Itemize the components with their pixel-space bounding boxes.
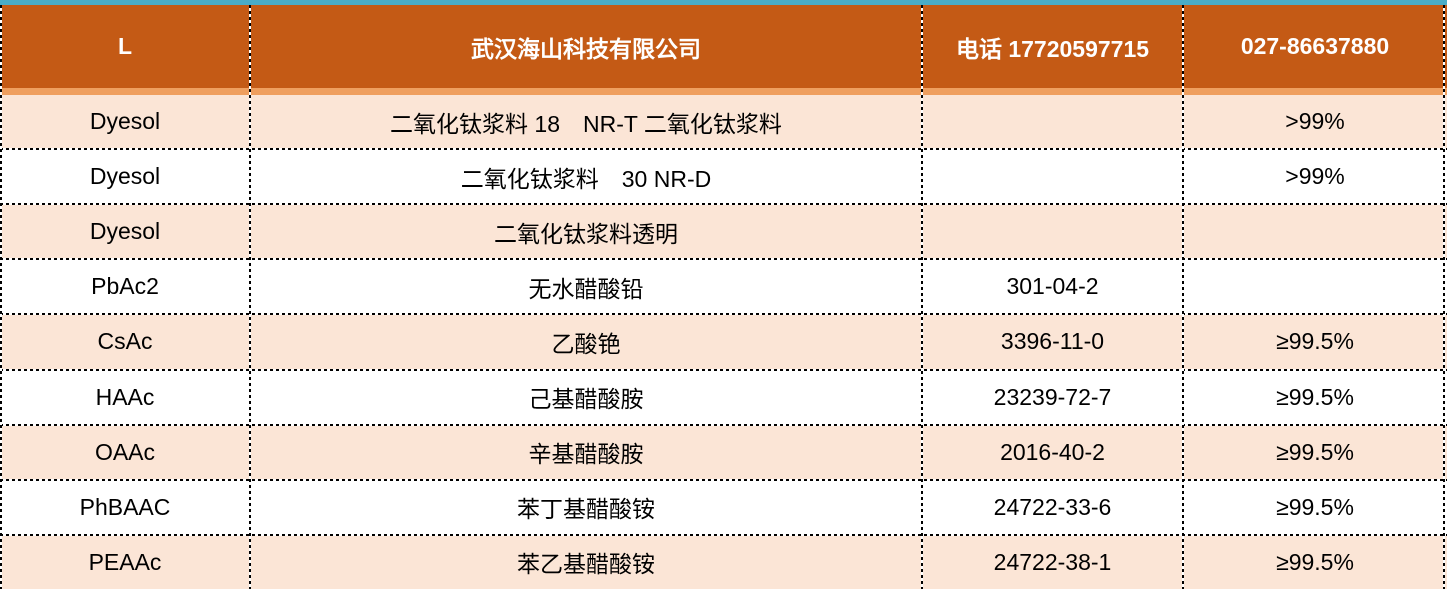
cell-product-name: 乙酸铯 xyxy=(551,330,621,357)
row-divider xyxy=(0,258,1447,261)
row-divider xyxy=(0,533,1447,536)
cell-code: CsAc xyxy=(97,328,153,355)
table-row: Dyesol 二氧化钛浆料 30 NR-D >99% xyxy=(0,150,1447,204)
header-cell-company-name: 武汉海山科技有限公司 xyxy=(471,35,701,62)
top-accent-bar xyxy=(0,0,1447,5)
table-row: PbAc2 无水醋酸铅 301-04-2 xyxy=(0,260,1447,314)
cell-code: PhBAAC xyxy=(79,493,171,520)
table-row: CsAc 乙酸铯 3396-11-0 ≥99.5% xyxy=(0,315,1447,369)
table-row: Dyesol 二氧化钛浆料透明 xyxy=(0,205,1447,259)
cell-purity: ≥99.5% xyxy=(1276,438,1354,465)
row-divider xyxy=(0,368,1447,371)
header-bottom-accent-bar xyxy=(0,88,1447,95)
cell-code: PbAc2 xyxy=(91,273,159,300)
header-cell-code: L xyxy=(117,33,133,59)
header-cell-phone: 电话 17720597715 xyxy=(955,35,1150,62)
cell-product-name: 苯乙基醋酸铵 xyxy=(517,551,655,578)
cell-purity: ≥99.5% xyxy=(1276,493,1354,520)
cell-cas-number: 23239-72-7 xyxy=(993,383,1112,410)
column-divider xyxy=(921,5,923,589)
cell-purity: ≥99.5% xyxy=(1276,328,1354,355)
cell-cas-number: 3396-11-0 xyxy=(1000,328,1105,355)
cell-product-name: 二氧化钛浆料透明 xyxy=(494,220,678,247)
row-divider xyxy=(0,313,1447,316)
table-left-border xyxy=(0,5,2,589)
row-divider xyxy=(0,148,1447,151)
cell-product-name: 二氧化钛浆料 18 NR-T 二氧化钛浆料 xyxy=(390,110,782,137)
row-divider xyxy=(0,478,1447,481)
cell-purity: >99% xyxy=(1285,163,1345,190)
cell-code: Dyesol xyxy=(89,163,161,190)
table-right-border xyxy=(1443,5,1445,589)
cell-purity: >99% xyxy=(1285,108,1345,135)
table-row: Dyesol 二氧化钛浆料 18 NR-T 二氧化钛浆料 >99% xyxy=(0,95,1447,149)
cell-code: PEAAc xyxy=(88,548,162,575)
cell-product-name: 辛基醋酸胺 xyxy=(528,441,644,468)
column-divider xyxy=(249,5,251,589)
column-divider xyxy=(1182,5,1184,589)
row-divider xyxy=(0,203,1447,206)
table-row: OAAc 辛基醋酸胺 2016-40-2 ≥99.5% xyxy=(0,425,1447,479)
table-body: Dyesol 二氧化钛浆料 18 NR-T 二氧化钛浆料 >99% Dyesol… xyxy=(0,95,1447,589)
header-cell-telephone: 027-86637880 xyxy=(1240,33,1390,59)
cell-cas-number: 24722-33-6 xyxy=(993,493,1112,520)
cell-cas-number: 24722-38-1 xyxy=(993,548,1112,575)
table-row: HAAc 己基醋酸胺 23239-72-7 ≥99.5% xyxy=(0,370,1447,424)
table-header-row: L 武汉海山科技有限公司 电话 17720597715 027-86637880 xyxy=(0,5,1447,88)
cell-code: Dyesol xyxy=(89,108,161,135)
cell-product-name: 苯丁基醋酸铵 xyxy=(517,496,655,523)
cell-cas-number: 2016-40-2 xyxy=(1000,438,1105,465)
table-row: PhBAAC 苯丁基醋酸铵 24722-33-6 ≥99.5% xyxy=(0,480,1447,534)
cell-product-name: 无水醋酸铅 xyxy=(528,275,644,302)
cell-product-name: 己基醋酸胺 xyxy=(528,386,644,413)
cell-code: OAAc xyxy=(94,438,156,465)
cell-product-name: 二氧化钛浆料 30 NR-D xyxy=(460,165,712,192)
table-row: PEAAc 苯乙基醋酸铵 24722-38-1 ≥99.5% xyxy=(0,535,1447,589)
cell-purity: ≥99.5% xyxy=(1276,383,1354,410)
cell-cas-number: 301-04-2 xyxy=(1006,273,1099,300)
cell-code: Dyesol xyxy=(89,218,161,245)
cell-purity: ≥99.5% xyxy=(1276,548,1354,575)
cell-code: HAAc xyxy=(95,383,155,410)
row-divider xyxy=(0,423,1447,426)
